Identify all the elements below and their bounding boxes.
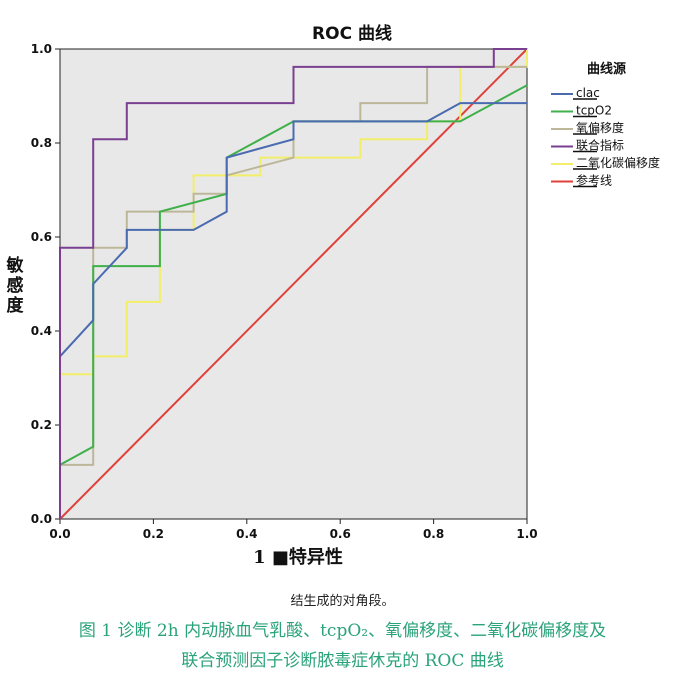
x-axis-label: 1 ■特异性 bbox=[253, 546, 343, 568]
legend-label: 联合指标 bbox=[576, 138, 624, 153]
x-tick-label: 0.6 bbox=[330, 527, 351, 541]
series-line-0 bbox=[59, 102, 527, 519]
legend-label: clac bbox=[576, 86, 600, 100]
legend-label: 二氧化碳偏移度 bbox=[576, 155, 660, 170]
legend-title: 曲线源 bbox=[587, 61, 626, 77]
series-line-3 bbox=[59, 48, 527, 519]
chart-title: ROC 曲线 bbox=[312, 23, 392, 44]
x-tick-label: 0.8 bbox=[423, 527, 444, 541]
legend-label: tcpO2 bbox=[576, 104, 612, 118]
y-axis-label-char: 敏 bbox=[6, 255, 24, 276]
x-tick-label: 0.4 bbox=[236, 527, 257, 541]
legend-label: 参考线 bbox=[576, 173, 612, 188]
figure-note: 结生成的对角段。 bbox=[290, 594, 395, 609]
y-axis-label-char: 度 bbox=[7, 295, 25, 316]
y-axis-label-char: 感 bbox=[7, 275, 24, 296]
y-tick-label: 1.0 bbox=[31, 42, 52, 56]
series-line-5 bbox=[59, 48, 528, 520]
y-tick-label: 0.6 bbox=[31, 230, 52, 244]
y-tick-label: 0.0 bbox=[31, 512, 52, 526]
x-tick-label: 0.2 bbox=[143, 527, 164, 541]
x-axis-ticks: 0.0 0.2 0.4 0.6 0.8 1.0 bbox=[49, 519, 538, 541]
y-axis-label: 敏感度 bbox=[6, 255, 25, 316]
roc-chart: ROC 曲线 0.0 0.2 0.4 0.6 0.8 1.0 0.00.20.40.60.… bbox=[6, 23, 661, 568]
legend-label: 氧偏移度 bbox=[576, 120, 624, 135]
series-lines bbox=[59, 48, 528, 520]
figure-caption-line-1: 图 1 诊断 2h 内动脉血气乳酸、tcpO₂、氧偏移度、二氧化碳偏移度及 bbox=[78, 621, 607, 641]
x-tick-label: 0.0 bbox=[49, 527, 70, 541]
figure-caption-line-2: 联合预测因子诊断脓毒症休克的 ROC 曲线 bbox=[181, 651, 504, 671]
x-tick-label: 1.0 bbox=[516, 527, 537, 541]
y-tick-label: 0.2 bbox=[31, 418, 52, 432]
y-tick-label: 0.8 bbox=[31, 136, 52, 150]
y-axis-ticks: 0.0 0.2 0.4 0.6 0.8 1.0 bbox=[31, 42, 60, 526]
y-tick-label: 0.4 bbox=[31, 324, 52, 338]
